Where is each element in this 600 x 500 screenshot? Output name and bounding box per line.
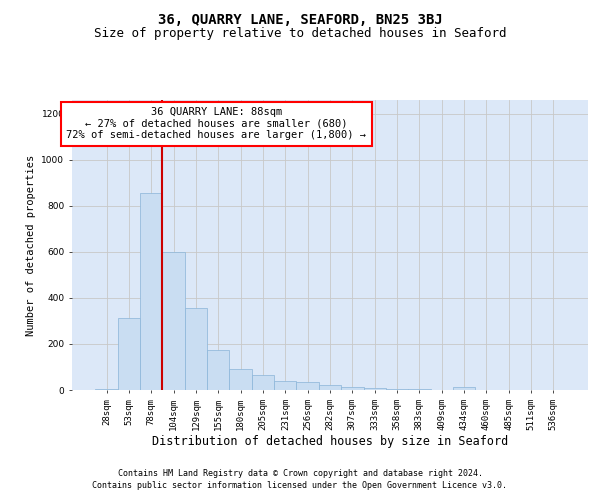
Bar [252, 375, 274, 390]
Bar [408, 389, 431, 390]
X-axis label: Distribution of detached houses by size in Seaford: Distribution of detached houses by size … [152, 436, 508, 448]
Text: Contains HM Land Registry data © Crown copyright and database right 2024.
Contai: Contains HM Land Registry data © Crown c… [92, 468, 508, 490]
Bar [207, 350, 229, 390]
Bar [140, 193, 163, 390]
Y-axis label: Number of detached properties: Number of detached properties [26, 154, 36, 336]
Bar [274, 381, 296, 390]
Text: 36, QUARRY LANE, SEAFORD, BN25 3BJ: 36, QUARRY LANE, SEAFORD, BN25 3BJ [158, 12, 442, 26]
Bar [118, 318, 140, 390]
Bar [163, 252, 185, 390]
Bar [185, 308, 207, 390]
Text: Size of property relative to detached houses in Seaford: Size of property relative to detached ho… [94, 28, 506, 40]
Bar [319, 386, 341, 390]
Bar [296, 382, 319, 390]
Text: 36 QUARRY LANE: 88sqm
← 27% of detached houses are smaller (680)
72% of semi-det: 36 QUARRY LANE: 88sqm ← 27% of detached … [67, 108, 367, 140]
Bar [341, 386, 364, 390]
Bar [386, 389, 408, 390]
Bar [453, 386, 475, 390]
Bar [229, 370, 252, 390]
Bar [95, 389, 118, 390]
Bar [364, 388, 386, 390]
